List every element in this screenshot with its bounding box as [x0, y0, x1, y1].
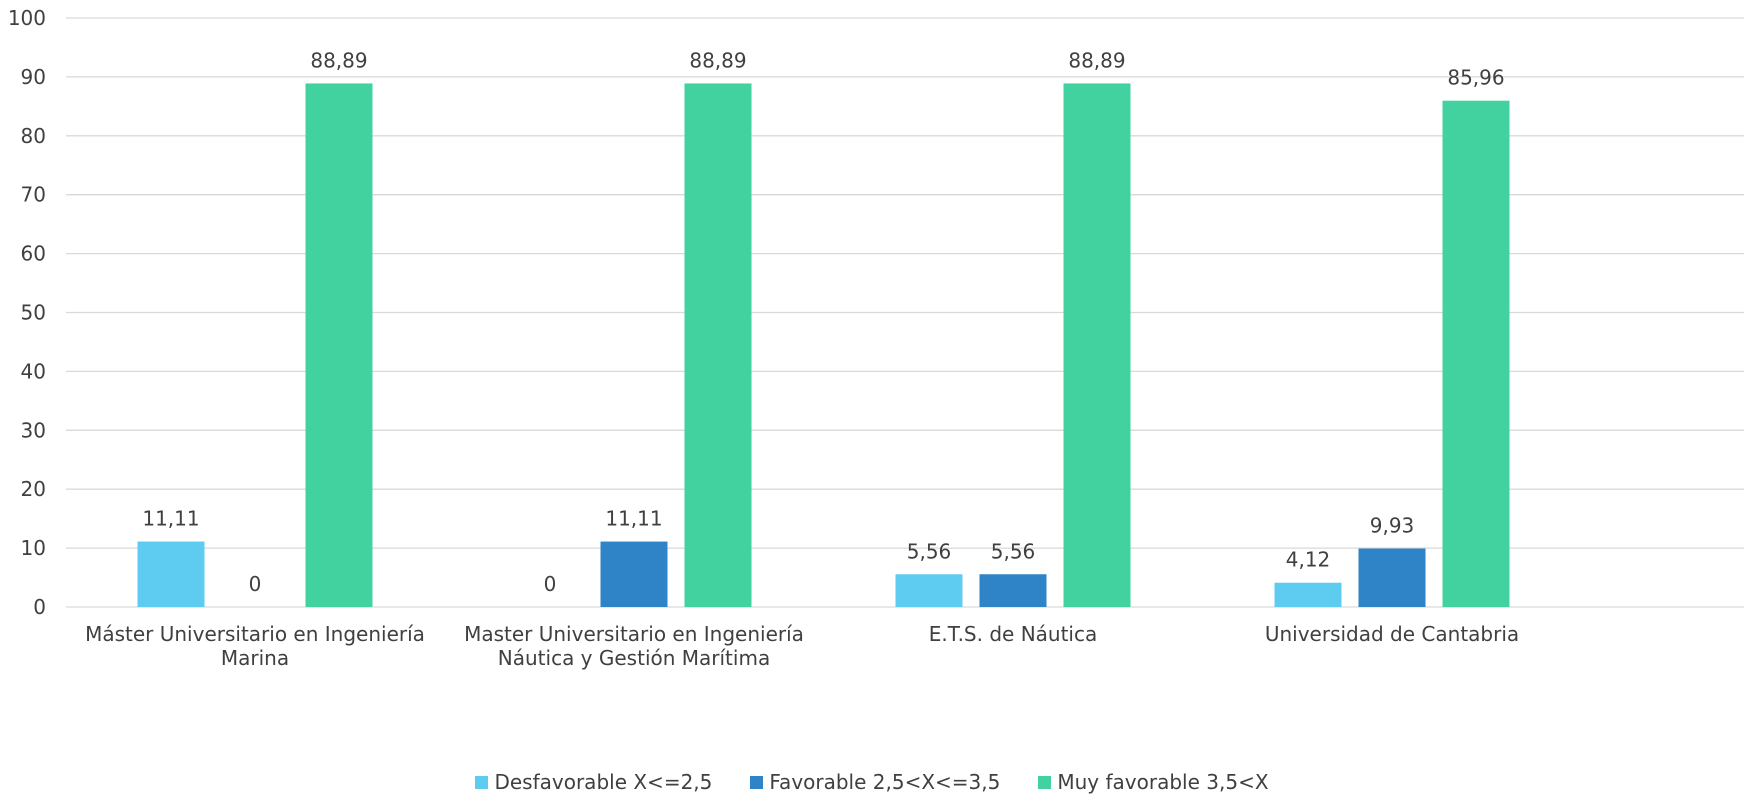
data-label: 88,89 — [1068, 48, 1125, 72]
y-tick-label: 20 — [21, 477, 46, 501]
x-category-label: Marina — [221, 646, 289, 670]
bar-1-3 — [895, 574, 963, 607]
y-tick-label: 70 — [21, 183, 46, 207]
x-category-label: Universidad de Cantabria — [1265, 622, 1519, 646]
data-label: 9,93 — [1370, 514, 1415, 538]
bar-3-3 — [1063, 83, 1131, 608]
y-tick-label: 50 — [21, 301, 46, 325]
bar-3-4 — [1442, 100, 1510, 607]
y-tick-label: 60 — [21, 242, 46, 266]
bar-1-1 — [137, 541, 205, 607]
y-tick-label: 90 — [21, 65, 46, 89]
legend-swatch-muy-favorable — [1038, 775, 1052, 789]
legend-item-muy-favorable: Muy favorable 3,5<X — [1038, 770, 1269, 794]
y-tick-label: 40 — [21, 359, 46, 383]
data-label: 0 — [249, 572, 262, 596]
legend-swatch-favorable — [750, 775, 764, 789]
chart-legend: Desfavorable X<=2,5 Favorable 2,5<X<=3,5… — [0, 770, 1744, 794]
legend-item-desfavorable: Desfavorable X<=2,5 — [475, 770, 712, 794]
bar-2-4 — [1358, 548, 1426, 607]
legend-label-muy-favorable: Muy favorable 3,5<X — [1057, 770, 1269, 794]
bar-3-2 — [684, 83, 752, 608]
bar-3-1 — [305, 83, 373, 608]
data-label: 11,11 — [142, 507, 199, 531]
y-tick-label: 0 — [33, 595, 46, 619]
data-label: 5,56 — [991, 539, 1036, 563]
data-label: 0 — [544, 572, 557, 596]
data-label: 88,89 — [689, 48, 746, 72]
data-label: 5,56 — [907, 539, 952, 563]
x-category-label: Máster Universitario en Ingeniería — [85, 622, 425, 646]
y-tick-label: 10 — [21, 536, 46, 560]
legend-label-favorable: Favorable 2,5<X<=3,5 — [769, 770, 1001, 794]
x-category-label: E.T.S. de Náutica — [929, 622, 1098, 646]
x-category-label: Náutica y Gestión Marítima — [498, 646, 770, 670]
bar-2-3 — [979, 574, 1047, 607]
legend-swatch-desfavorable — [475, 775, 489, 789]
data-label: 88,89 — [310, 48, 367, 72]
x-category-label: Master Universitario en Ingeniería — [464, 622, 804, 646]
y-tick-label: 100 — [8, 6, 46, 30]
y-tick-label: 30 — [21, 418, 46, 442]
y-tick-label: 80 — [21, 124, 46, 148]
legend-label-desfavorable: Desfavorable X<=2,5 — [494, 770, 713, 794]
data-label: 85,96 — [1447, 66, 1504, 90]
data-label: 11,11 — [605, 507, 662, 531]
legend-item-favorable: Favorable 2,5<X<=3,5 — [750, 770, 1000, 794]
bar-1-4 — [1274, 582, 1342, 607]
bar-2-2 — [600, 541, 668, 607]
data-label: 4,12 — [1286, 548, 1331, 572]
